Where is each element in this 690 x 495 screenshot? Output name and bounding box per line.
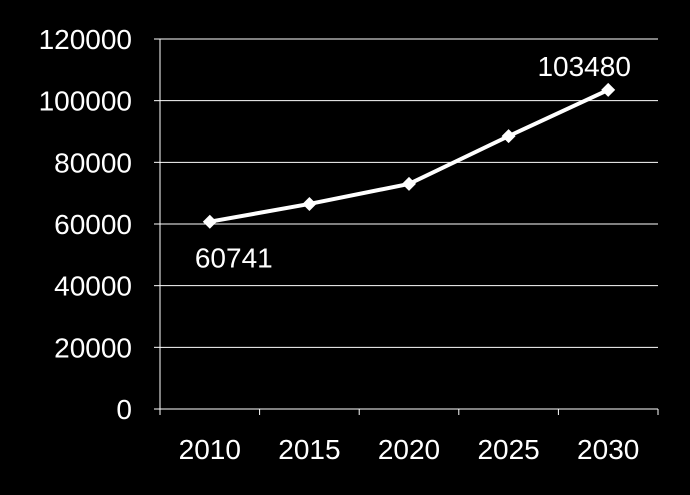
x-tick-label: 2015 bbox=[278, 434, 340, 465]
y-tick-label: 0 bbox=[116, 394, 132, 425]
data-label: 60741 bbox=[195, 243, 273, 274]
data-point-marker bbox=[302, 196, 317, 211]
data-point-marker bbox=[601, 82, 616, 97]
series-layer bbox=[202, 82, 616, 229]
y-tick-label: 100000 bbox=[39, 86, 132, 117]
x-tick-label: 2030 bbox=[577, 434, 639, 465]
data-labels: 60741 103480 bbox=[195, 51, 631, 274]
y-tick-label: 80000 bbox=[54, 147, 132, 178]
grid-lines bbox=[160, 38, 658, 348]
y-axis-tick-labels: 0 20000 40000 60000 80000 100000 120000 bbox=[39, 24, 132, 425]
x-tick-label: 2025 bbox=[477, 434, 539, 465]
data-label: 103480 bbox=[537, 51, 630, 82]
y-tick-label: 20000 bbox=[54, 332, 132, 363]
data-point-marker bbox=[501, 129, 516, 144]
axes bbox=[154, 38, 659, 415]
x-tick-label: 2010 bbox=[179, 434, 241, 465]
x-tick-label: 2020 bbox=[378, 434, 440, 465]
data-point-marker bbox=[202, 214, 217, 229]
y-tick-label: 40000 bbox=[54, 271, 132, 302]
y-tick-label: 120000 bbox=[39, 24, 132, 55]
x-axis-tick-labels: 2010 2015 2020 2025 2030 bbox=[179, 434, 640, 465]
data-point-marker bbox=[402, 176, 416, 191]
y-tick-label: 60000 bbox=[54, 209, 132, 240]
series-line bbox=[209, 88, 610, 224]
